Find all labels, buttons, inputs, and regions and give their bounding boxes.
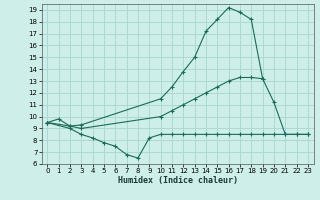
X-axis label: Humidex (Indice chaleur): Humidex (Indice chaleur) — [118, 176, 237, 185]
